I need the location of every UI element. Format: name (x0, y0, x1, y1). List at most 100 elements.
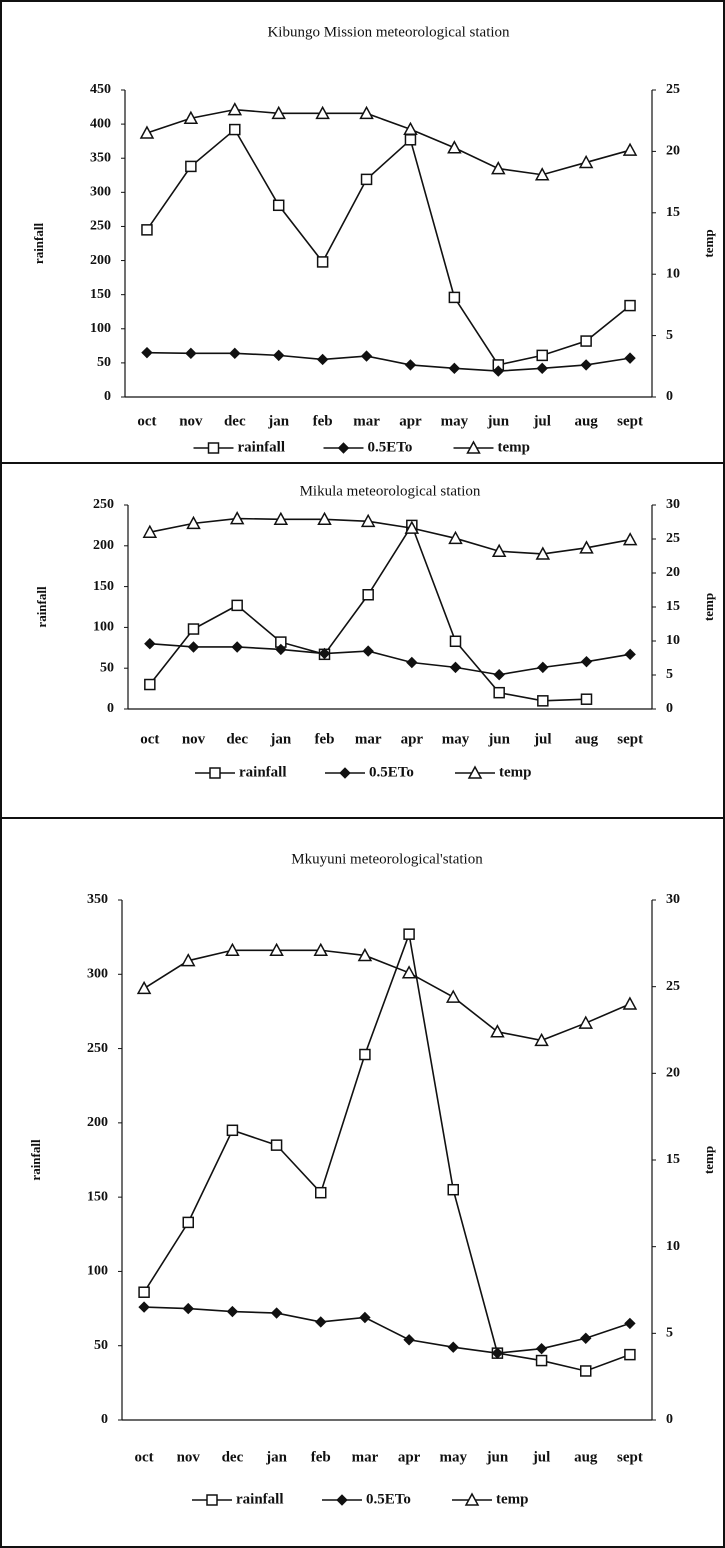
marker-square (448, 291, 461, 304)
marker-diamond (141, 346, 153, 359)
y-tick-label: 400 (90, 116, 111, 131)
marker-square (182, 1216, 194, 1229)
marker-triangle (180, 953, 196, 967)
x-tick-label: apr (398, 1449, 421, 1465)
legend-label: rainfall (236, 1491, 284, 1507)
y-tick-label: 350 (87, 892, 108, 907)
marker-diamond (537, 661, 549, 674)
y2-tick-label: 5 (666, 328, 673, 343)
marker-triangle (578, 154, 594, 169)
marker-diamond (315, 1316, 327, 1328)
legend-label: temp (499, 764, 532, 780)
y-tick-label: 100 (93, 620, 114, 635)
legend-label: 0.5ETo (369, 764, 414, 780)
x-tick-label: may (442, 731, 470, 747)
marker-diamond (406, 656, 418, 669)
series-line (146, 128, 631, 366)
y-tick-label: 50 (97, 355, 111, 370)
marker-triangle (357, 947, 373, 962)
series-line (143, 949, 631, 1042)
x-tick-label: oct (140, 731, 159, 747)
marker-diamond (624, 1317, 636, 1330)
y-tick-label: 0 (107, 701, 114, 716)
marker-diamond (404, 359, 417, 371)
marker-diamond (229, 347, 241, 360)
x-tick-label: oct (137, 413, 156, 429)
marker-triangle (313, 942, 329, 957)
chart-title: Mikula meteorological station (300, 483, 481, 499)
marker-square (580, 1365, 592, 1377)
marker-square (360, 173, 373, 186)
y-tick-label: 200 (87, 1115, 108, 1130)
marker-square (624, 299, 636, 312)
series-line (146, 351, 631, 372)
marker-triangle (139, 125, 155, 139)
marker-triangle (271, 105, 286, 120)
marker-triangle (622, 532, 638, 546)
chart-title: Mkuyuni meteorological'station (291, 851, 483, 867)
y2-tick-label: 25 (666, 82, 680, 97)
y2-tick-label: 20 (666, 1066, 680, 1081)
marker-diamond (493, 669, 505, 681)
marker-square (493, 686, 505, 699)
marker-square (536, 349, 548, 362)
marker-triangle (227, 102, 243, 116)
marker-diamond (449, 661, 462, 674)
legend-label: rainfall (238, 439, 286, 455)
y2-tick-label: 0 (666, 1412, 673, 1427)
x-tick-label: apr (399, 413, 422, 429)
x-tick-label: sept (617, 413, 643, 429)
marker-triangle (404, 520, 420, 534)
marker-diamond (318, 647, 331, 660)
marker-triangle (578, 1015, 594, 1029)
marker-diamond (535, 1342, 548, 1355)
marker-square (270, 1139, 283, 1151)
x-tick-label: mar (352, 1449, 379, 1465)
series-line (149, 642, 631, 676)
x-tick-label: dec (226, 731, 248, 747)
marker-square (580, 693, 593, 705)
marker-diamond (144, 638, 156, 650)
marker-diamond (403, 1334, 415, 1346)
y2-tick-label: 10 (666, 1239, 680, 1254)
marker-diamond (187, 641, 200, 653)
y2-tick-label: 15 (666, 599, 680, 614)
marker-diamond (138, 1301, 150, 1313)
marker-diamond (337, 442, 350, 454)
marker-diamond (336, 1494, 348, 1506)
marker-diamond (580, 655, 593, 668)
y-tick-label: 450 (90, 82, 111, 97)
x-tick-label: jul (532, 413, 551, 429)
marker-square (403, 928, 415, 940)
legend-label: temp (496, 1491, 529, 1507)
y2-tick-label: 0 (666, 701, 673, 716)
y-tick-label: 150 (87, 1189, 108, 1204)
x-tick-label: feb (311, 1449, 331, 1465)
y-tick-label: 200 (90, 253, 111, 268)
marker-triangle (229, 511, 245, 525)
x-tick-label: nov (177, 1449, 201, 1465)
marker-triangle (317, 511, 332, 526)
marker-diamond (185, 347, 197, 360)
y-tick-label: 0 (101, 1412, 108, 1427)
x-tick-label: jul (532, 1449, 551, 1465)
y-tick-label: 100 (87, 1264, 108, 1279)
marker-diamond (624, 648, 636, 661)
y2-tick-label: 15 (666, 1152, 680, 1167)
marker-diamond (275, 643, 287, 656)
marker-triangle (447, 140, 462, 154)
y2-tick-label: 20 (666, 565, 680, 580)
legend-label: rainfall (239, 764, 287, 780)
marker-diamond (316, 353, 329, 366)
x-tick-label: dec (224, 413, 246, 429)
marker-triangle (315, 105, 330, 120)
marker-triangle (579, 540, 594, 554)
y-tick-label: 100 (90, 321, 111, 336)
y2-tick-label: 30 (666, 892, 680, 907)
y2-axis-label: temp (701, 1146, 716, 1174)
x-tick-label: may (441, 413, 469, 429)
y-tick-label: 50 (94, 1338, 108, 1353)
y2-axis-label: temp (701, 593, 716, 621)
